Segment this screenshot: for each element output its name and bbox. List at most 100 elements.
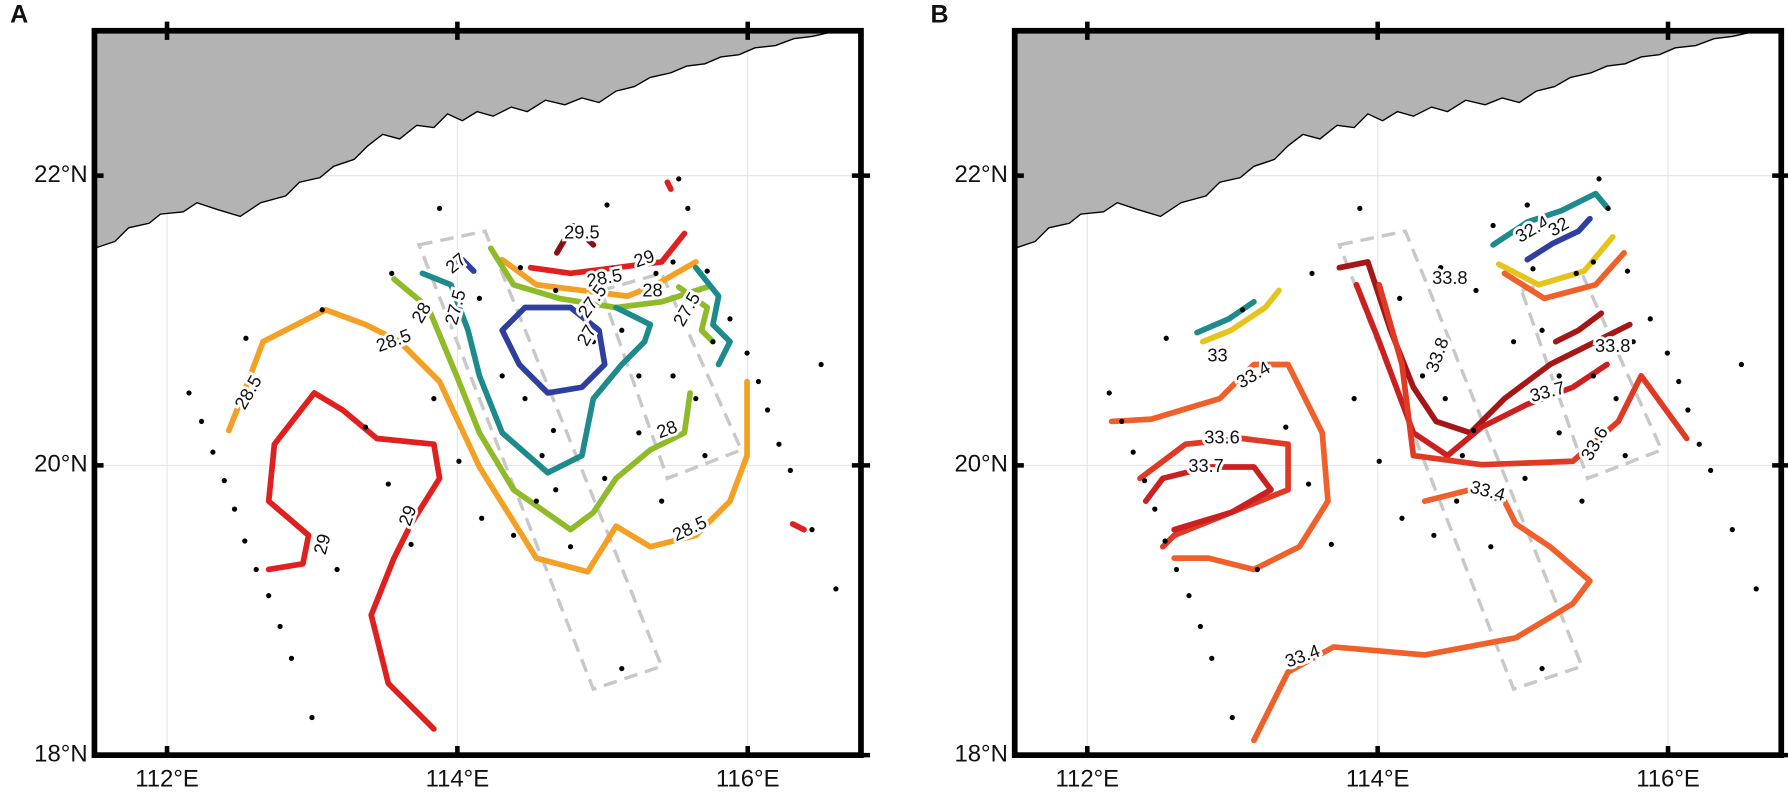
station [277, 623, 283, 630]
station [653, 270, 659, 276]
station [1524, 202, 1530, 208]
contour-label: 29.5 [564, 222, 599, 242]
contour [487, 245, 711, 311]
station [1685, 407, 1691, 413]
station [1173, 566, 1180, 573]
station [636, 430, 642, 436]
station [1438, 265, 1444, 271]
x-tick-label: 112°E [1056, 766, 1120, 793]
station [1624, 268, 1631, 274]
station [1596, 176, 1602, 182]
contour [499, 256, 699, 299]
station [1309, 270, 1315, 276]
station [539, 452, 545, 459]
contour-label: 29 [310, 532, 335, 557]
station [288, 655, 295, 661]
station [1459, 452, 1465, 459]
station [1664, 350, 1670, 356]
station [1738, 361, 1745, 368]
station [590, 339, 596, 345]
contour-label: 33 [1207, 345, 1227, 365]
station [1399, 515, 1405, 521]
station [1488, 544, 1494, 550]
contour [1353, 281, 1610, 459]
station [1630, 339, 1636, 345]
station [1696, 441, 1702, 447]
station [510, 532, 517, 538]
station [1130, 449, 1136, 455]
station [1605, 205, 1611, 212]
station [1729, 527, 1735, 533]
station [1119, 418, 1125, 425]
station [833, 586, 839, 592]
contour [1495, 234, 1616, 288]
station [1539, 327, 1545, 333]
station [602, 475, 608, 481]
station [1454, 498, 1460, 504]
station [408, 541, 414, 548]
contour [225, 306, 750, 575]
station [1141, 478, 1148, 484]
station [436, 205, 443, 212]
contour [1376, 281, 1690, 468]
contour [789, 521, 807, 533]
station [676, 176, 682, 182]
transect-box [599, 271, 744, 481]
contour [1199, 287, 1282, 345]
station [1647, 316, 1653, 322]
y-tick-label: 18°N [34, 740, 87, 767]
station [1556, 373, 1562, 379]
station [533, 498, 539, 504]
contour [1336, 259, 1633, 436]
station [334, 566, 340, 573]
x-tick-label: 112°E [135, 766, 199, 793]
contour [448, 256, 477, 274]
land [94, 30, 861, 254]
station [522, 396, 528, 402]
transect-box [1337, 229, 1585, 692]
x-tick-label: 116°E [1636, 766, 1700, 793]
station [186, 390, 192, 396]
transect-box [1519, 271, 1664, 481]
station [231, 506, 238, 512]
frame [1011, 27, 1785, 758]
station [1209, 655, 1215, 661]
transect-box [416, 229, 664, 692]
station [198, 418, 205, 425]
station [704, 268, 710, 274]
station [476, 295, 483, 302]
station [744, 350, 750, 356]
station [1522, 475, 1528, 481]
station [1622, 452, 1628, 459]
station [610, 266, 616, 272]
station [1539, 665, 1545, 672]
station [1254, 566, 1260, 573]
station [1197, 623, 1204, 630]
y-tick-label: 20°N [954, 451, 1007, 478]
contour [1490, 190, 1610, 248]
contour-label: 28.5 [231, 372, 266, 413]
contour-label: 33.8 [1595, 336, 1630, 356]
station [1397, 295, 1403, 302]
station [309, 714, 315, 721]
station [693, 396, 699, 402]
station [1162, 538, 1168, 544]
contour [1108, 361, 1331, 573]
contour [1524, 215, 1593, 263]
contour [527, 230, 688, 277]
station [1590, 373, 1596, 379]
station [553, 287, 559, 294]
y-tick-label: 18°N [954, 740, 1007, 767]
station [764, 407, 771, 413]
station [1351, 396, 1357, 402]
x-tick-label: 116°E [716, 766, 780, 793]
contour-label: 33.8 [1422, 335, 1453, 375]
station [1579, 498, 1585, 504]
y-tick-label: 22°N [34, 161, 87, 188]
station [1376, 458, 1382, 464]
station [1471, 427, 1477, 434]
station [243, 335, 249, 341]
contour [1251, 486, 1593, 744]
station [1431, 532, 1437, 538]
